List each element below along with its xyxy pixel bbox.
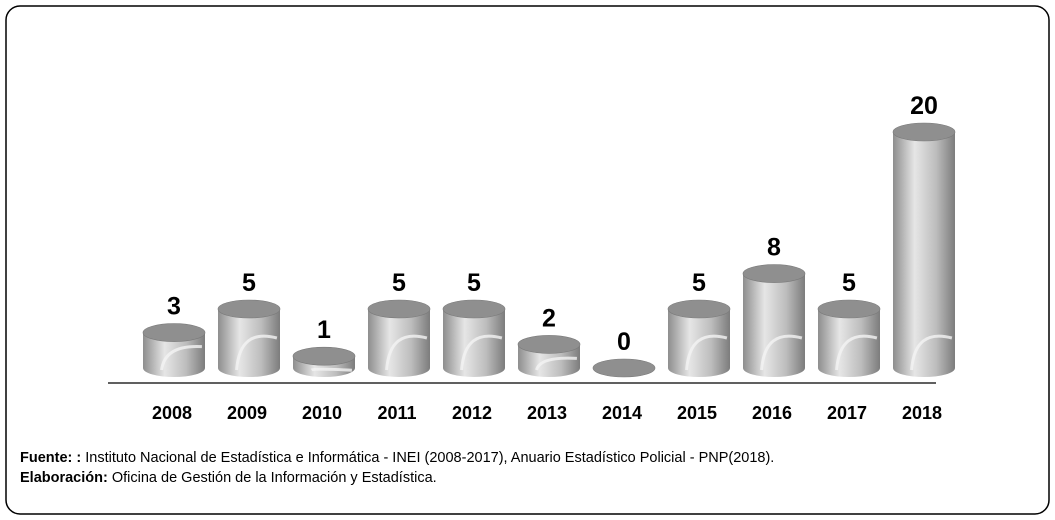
bar — [818, 309, 880, 377]
author-label: Elaboración: — [20, 470, 108, 486]
bar-top — [892, 122, 956, 142]
source-label: Fuente: : — [20, 450, 81, 466]
bar-highlight — [760, 334, 803, 371]
bar-highlight — [910, 334, 953, 371]
bar-top — [367, 299, 431, 319]
bar-top — [742, 264, 806, 283]
bar-highlight — [160, 345, 202, 371]
x-tick-label: 2010 — [302, 403, 342, 423]
bar — [368, 309, 430, 377]
bar-top — [517, 335, 581, 354]
value-label: 3 — [167, 293, 181, 321]
value-label: 5 — [392, 269, 406, 297]
x-tick-label: 2011 — [377, 403, 416, 423]
bar-highlight — [460, 334, 503, 371]
bar-top — [292, 346, 356, 366]
bar — [743, 273, 805, 377]
value-label: 8 — [767, 234, 781, 262]
bar-highlight — [385, 334, 428, 371]
frame — [5, 5, 1050, 515]
value-label: 5 — [842, 269, 856, 297]
value-label: 0 — [617, 328, 631, 356]
value-label: 5 — [242, 269, 256, 297]
source-text: Instituto Nacional de Estadística e Info… — [81, 450, 774, 466]
bar-top — [142, 323, 206, 342]
author-note: Elaboración: Oficina de Gestión de la In… — [20, 470, 437, 486]
author-text: Oficina de Gestión de la Información y E… — [108, 470, 437, 486]
bar-top — [592, 358, 656, 378]
bar — [893, 132, 955, 377]
x-tick-label: 2015 — [677, 403, 717, 423]
value-label: 2 — [542, 304, 556, 332]
bar-top — [667, 299, 731, 319]
value-label: 1 — [317, 316, 331, 344]
value-label: 5 — [692, 269, 706, 297]
bar — [668, 309, 730, 377]
bar-highlight — [535, 356, 577, 371]
bar-highlight — [835, 334, 878, 371]
x-tick-label: 2018 — [902, 403, 942, 423]
x-tick-label: 2017 — [827, 403, 867, 423]
x-tick-label: 2016 — [752, 403, 792, 423]
bar — [443, 309, 505, 377]
bar-highlight — [310, 367, 352, 372]
value-label: 5 — [467, 269, 481, 297]
bar-top — [817, 299, 881, 319]
bar-highlight — [235, 334, 278, 371]
bar-top — [442, 299, 506, 319]
value-label: 20 — [910, 92, 938, 120]
x-tick-label: 2009 — [227, 403, 267, 423]
x-tick-label: 2013 — [527, 403, 567, 423]
bar — [218, 309, 280, 377]
x-tick-label: 2014 — [602, 403, 642, 423]
bar-top — [217, 299, 281, 319]
source-note: Fuente: : Instituto Nacional de Estadíst… — [20, 450, 774, 466]
bar — [143, 332, 205, 377]
x-tick-label: 2008 — [152, 403, 192, 423]
x-tick-label: 2012 — [452, 403, 492, 423]
bar-highlight — [685, 334, 728, 371]
